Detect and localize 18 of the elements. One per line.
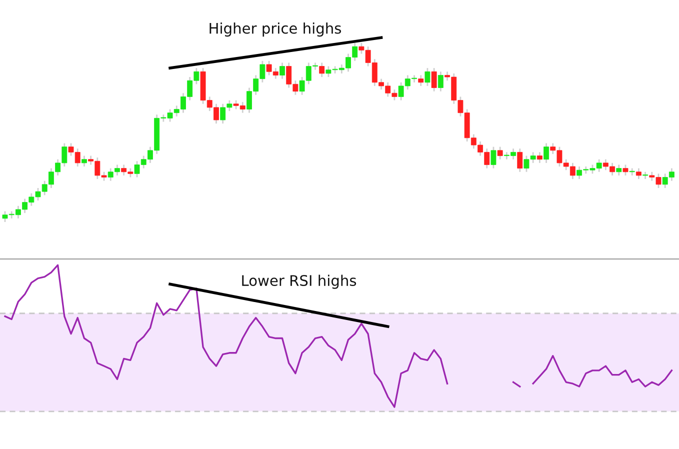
candlestick [517, 148, 523, 173]
candlestick [536, 151, 542, 164]
candlestick [418, 74, 424, 87]
annotation: Lower RSI highs [242, 274, 356, 289]
candlestick [616, 164, 622, 176]
candlestick [636, 168, 642, 180]
candlestick [622, 164, 628, 176]
candlestick [81, 155, 87, 168]
candlestick [319, 62, 325, 78]
candlestick [424, 67, 430, 87]
candlestick [497, 146, 503, 160]
text: Higher price highs [210, 22, 342, 37]
candlestick [544, 142, 549, 164]
candlestick [438, 70, 444, 92]
candlestick [490, 146, 496, 169]
candlestick [431, 67, 437, 92]
candlestick [629, 168, 635, 176]
candlestick [280, 62, 285, 80]
